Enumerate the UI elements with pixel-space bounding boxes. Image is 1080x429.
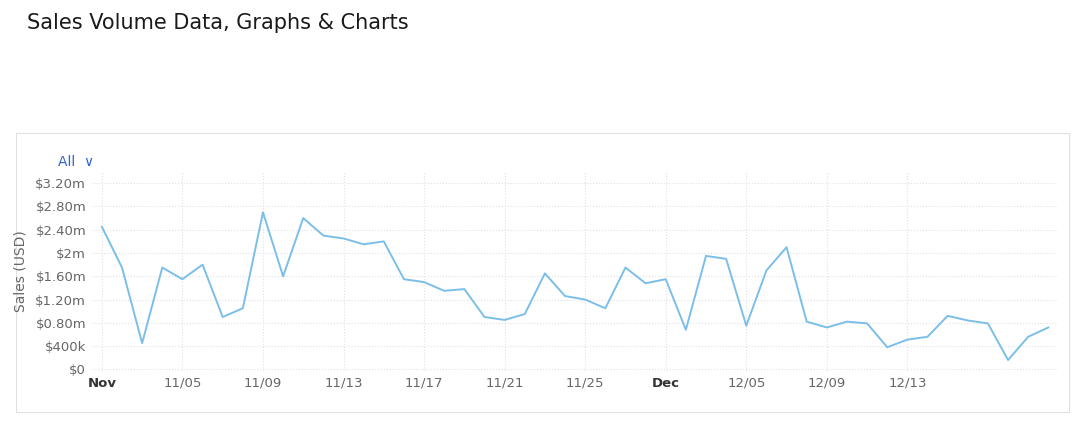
Text: All  ∨: All ∨ [58,155,94,169]
Text: Sales Volume Data, Graphs & Charts: Sales Volume Data, Graphs & Charts [27,13,408,33]
Y-axis label: Sales (USD): Sales (USD) [13,230,27,312]
